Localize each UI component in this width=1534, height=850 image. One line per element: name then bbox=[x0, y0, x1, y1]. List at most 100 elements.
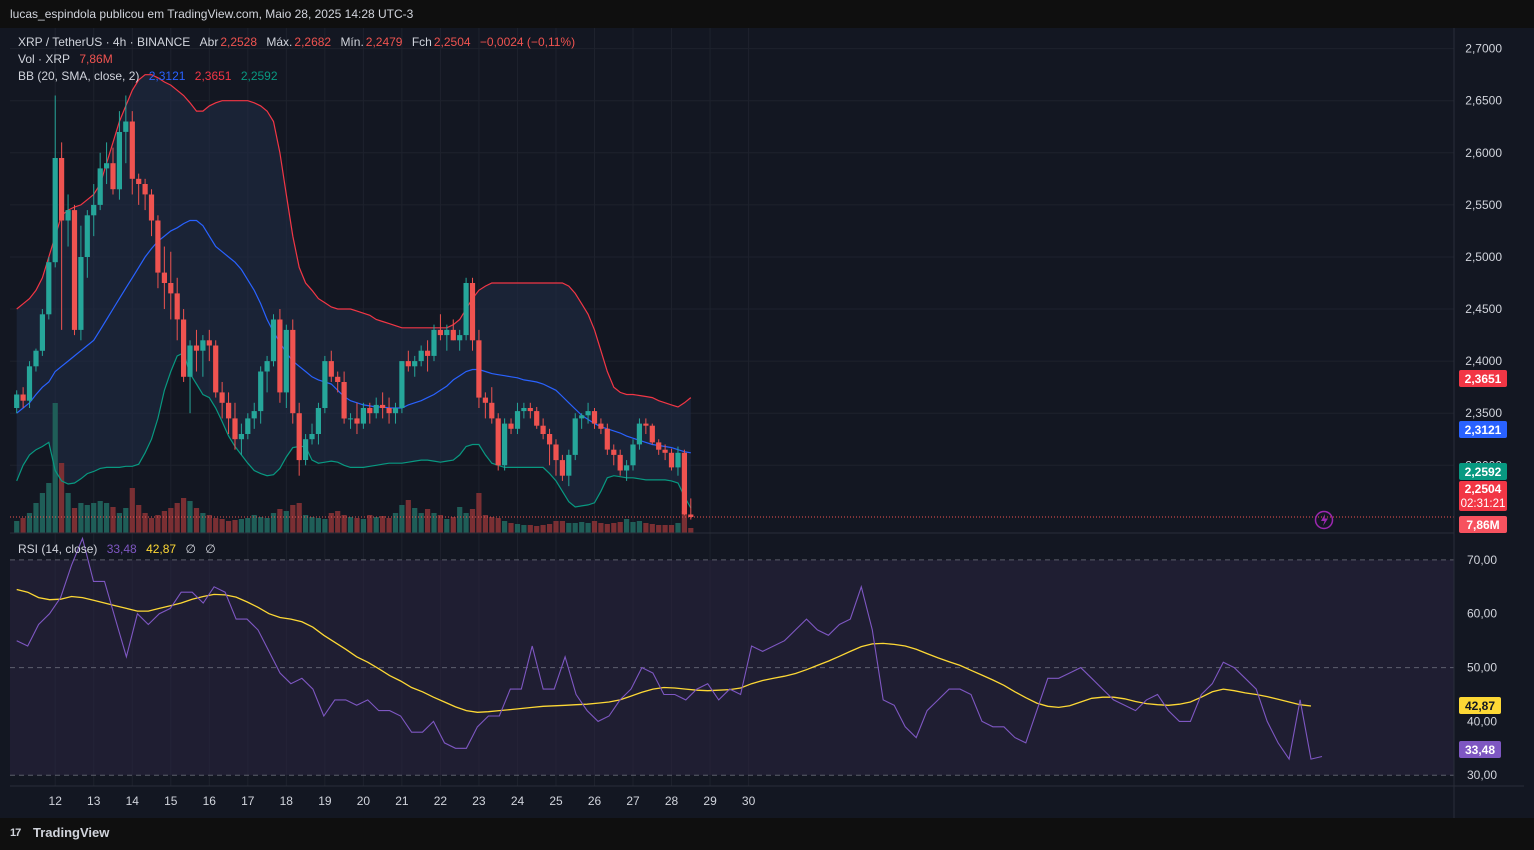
date-tick-label: 21 bbox=[395, 794, 409, 808]
rsi-level-lines bbox=[10, 559, 1454, 776]
rsi-ma-badge: 42,87 bbox=[1465, 699, 1495, 713]
candle-body bbox=[309, 434, 315, 440]
volume-bar bbox=[624, 519, 630, 533]
candle-body bbox=[482, 397, 488, 403]
volume-bar bbox=[495, 518, 501, 533]
candle-body bbox=[527, 408, 533, 412]
candle-body bbox=[668, 452, 675, 468]
candle-body bbox=[611, 449, 617, 455]
bb-upper-value: 2,3651 bbox=[194, 69, 232, 83]
volume-legend[interactable]: Vol · XRP 7,86M bbox=[18, 52, 115, 66]
candle-body bbox=[367, 408, 373, 414]
bb-upper-badge-bg bbox=[1459, 370, 1507, 387]
candle-body bbox=[380, 404, 386, 408]
bb-legend[interactable]: BB (20, SMA, close, 2) 2,3121 2,3651 2,2… bbox=[18, 69, 280, 83]
date-tick-label: 27 bbox=[626, 794, 640, 808]
candle-body bbox=[328, 361, 334, 377]
candle-body bbox=[238, 434, 244, 440]
chart-area[interactable]: 2,7000 2,6500 2,6000 2,5500 2,5000 2,4500 2,40… bbox=[10, 28, 1524, 818]
candle-body bbox=[559, 460, 565, 476]
volume-bar bbox=[315, 518, 321, 533]
volume-bar bbox=[598, 523, 604, 533]
date-tick-label: 29 bbox=[703, 794, 717, 808]
candle-body bbox=[315, 408, 321, 434]
candle-body bbox=[405, 361, 411, 367]
candle-body bbox=[495, 418, 501, 466]
candle-countdown: 02:31:21 bbox=[1461, 498, 1506, 510]
volume-bar bbox=[347, 517, 354, 533]
volume-bar bbox=[33, 503, 39, 533]
candle-body bbox=[553, 444, 559, 461]
candlesticks bbox=[14, 95, 694, 520]
date-tick-label: 16 bbox=[203, 794, 217, 808]
rsi-ma-value: 42,87 bbox=[146, 542, 177, 556]
rsi-tick-label: 40,00 bbox=[1467, 714, 1497, 728]
bb-lower-line bbox=[16, 351, 692, 509]
volume-bar bbox=[656, 525, 662, 533]
candle-body bbox=[412, 361, 418, 367]
price-tick-label: 2,4500 bbox=[1465, 302, 1502, 316]
candle-body bbox=[579, 415, 585, 419]
volume-bar bbox=[636, 521, 642, 533]
volume-bar bbox=[155, 515, 161, 533]
ohlc-legend[interactable]: XRP / TetherUS · 4h · BINANCE Abr 2,2528 … bbox=[18, 35, 577, 49]
volume-bar bbox=[14, 521, 20, 533]
candle-body bbox=[91, 204, 97, 216]
rsi-badge: 33,48 bbox=[1465, 743, 1495, 757]
chart-svg[interactable]: 2,7000 2,6500 2,6000 2,5500 2,5000 2,4500 2,40… bbox=[10, 28, 1524, 818]
low-value: 2,2479 bbox=[365, 35, 403, 49]
volume-bar bbox=[457, 507, 463, 533]
date-tick-label: 24 bbox=[511, 794, 525, 808]
candle-body bbox=[662, 449, 668, 453]
volume-badge: 7,86M bbox=[1466, 518, 1499, 532]
rsi-line bbox=[16, 536, 1323, 761]
candle-body bbox=[213, 345, 219, 393]
date-tick-label: 30 bbox=[742, 794, 756, 808]
volume-value: 7,86M bbox=[79, 52, 113, 66]
volume-bar bbox=[174, 503, 180, 533]
volume-bar bbox=[264, 518, 270, 533]
candle-body bbox=[624, 465, 630, 471]
close-label: Fch bbox=[411, 35, 432, 49]
volume-bar bbox=[579, 522, 585, 533]
price-tick-labels: 2,7000 2,6500 2,6000 2,5500 2,5000 2,4500 2,40… bbox=[1465, 42, 1502, 473]
volume-bar bbox=[437, 515, 443, 533]
candle-body bbox=[392, 408, 399, 414]
symbol-label[interactable]: XRP / TetherUS · 4h · BINANCE bbox=[18, 35, 191, 49]
rsi-ma-line bbox=[16, 588, 1312, 713]
volume-bar bbox=[78, 503, 84, 533]
rsi-extra-2: ∅ bbox=[205, 542, 216, 556]
volume-bar bbox=[181, 498, 187, 533]
volume-bar bbox=[129, 488, 135, 533]
volume-bar bbox=[277, 509, 283, 533]
bb-lower-badge-bg bbox=[1459, 463, 1507, 480]
candle-body bbox=[110, 163, 116, 190]
bb-basis-value: 2,3121 bbox=[148, 69, 186, 83]
rsi-legend[interactable]: RSI (14, close) 33,48 42,87 ∅ ∅ bbox=[18, 542, 218, 556]
publisher-bar: lucas_espindola publicou em TradingView.… bbox=[0, 0, 1534, 28]
candle-body bbox=[617, 454, 623, 471]
date-tick-label: 26 bbox=[588, 794, 602, 808]
volume-bar bbox=[71, 508, 78, 533]
volume-bar bbox=[123, 508, 129, 533]
volume-bar bbox=[489, 517, 495, 533]
candle-body bbox=[547, 434, 553, 445]
candle-body bbox=[129, 121, 135, 179]
candle-body bbox=[277, 319, 283, 393]
volume-bar bbox=[386, 518, 392, 533]
candle-body bbox=[84, 215, 90, 257]
volume-bar bbox=[226, 521, 232, 533]
candle-body bbox=[469, 283, 476, 341]
candle-body bbox=[636, 423, 642, 445]
lightning-icon[interactable] bbox=[1314, 510, 1334, 530]
volume-bar bbox=[514, 524, 521, 533]
candle-body bbox=[643, 423, 649, 426]
candle-body bbox=[226, 402, 232, 419]
volume-bar bbox=[148, 518, 155, 533]
candle-body bbox=[489, 402, 495, 419]
candle-body bbox=[437, 329, 443, 336]
publisher-line: lucas_espindola publicou em TradingView.… bbox=[10, 7, 414, 21]
rsi-tick-label: 60,00 bbox=[1467, 607, 1497, 621]
volume-bar bbox=[559, 521, 565, 533]
price-tick-label: 2,5500 bbox=[1465, 198, 1502, 212]
